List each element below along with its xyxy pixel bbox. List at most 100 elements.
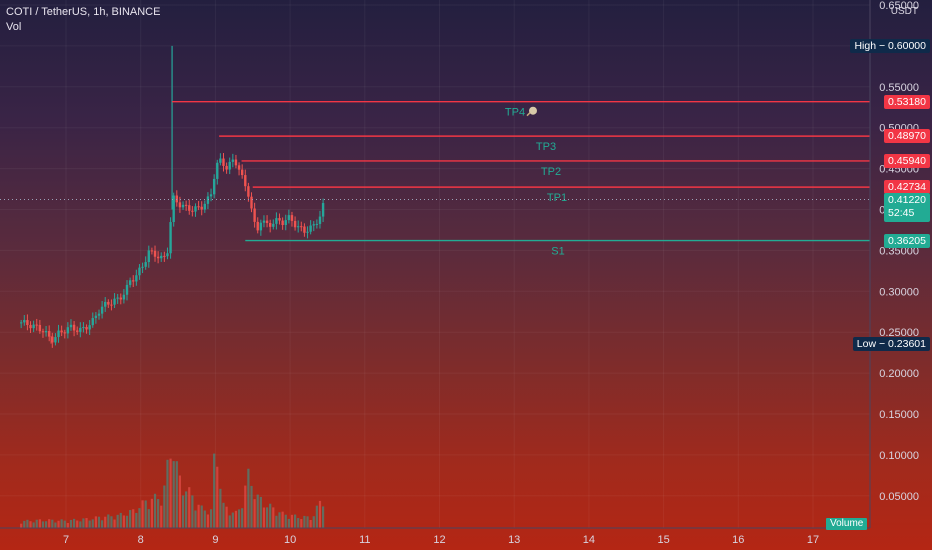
candle-body: [32, 324, 35, 329]
volume-bar: [321, 506, 325, 528]
candle-body: [107, 301, 110, 305]
volume-bar: [250, 485, 253, 528]
candle-body: [51, 336, 54, 343]
high-label: High: [854, 39, 877, 52]
x-tick-label: 7: [63, 534, 69, 546]
x-tick-label: 17: [807, 534, 819, 546]
volume-bar: [265, 507, 269, 528]
volume-bar: [147, 509, 150, 528]
volume-bar: [79, 521, 82, 528]
volume-bar: [166, 459, 169, 528]
candle-body: [240, 169, 244, 176]
candle-body: [228, 161, 231, 170]
candle-body: [153, 250, 157, 257]
volume-bar: [72, 518, 76, 528]
volume-bar: [206, 514, 210, 528]
y-tick-label: 0.65000: [879, 0, 919, 12]
candle-body: [119, 297, 122, 300]
volume-bar: [150, 498, 154, 528]
volume-bar: [231, 512, 234, 528]
candle-body: [209, 194, 213, 197]
candle-body: [172, 195, 175, 223]
candle-body: [256, 221, 259, 231]
volume-axis-tag: Volume: [826, 518, 868, 530]
candle-body: [113, 298, 116, 305]
candle-body: [225, 165, 228, 170]
candle-body: [197, 206, 200, 208]
candle-body: [79, 327, 82, 332]
candle-body: [178, 202, 182, 208]
candle-body: [169, 222, 172, 254]
bar-countdown: 52:45: [888, 206, 915, 219]
candle-body: [262, 220, 266, 223]
candle-body: [163, 255, 166, 257]
volume-bar: [318, 500, 322, 528]
volume-bar: [256, 494, 259, 528]
candle-body: [318, 216, 322, 224]
candle-body: [104, 301, 107, 307]
volume-bar: [44, 521, 48, 528]
volume-bar: [63, 520, 66, 528]
price-level-lines[interactable]: TP4 TP3 TP2 TP1 S1: [172, 100, 870, 258]
volume-bar: [197, 504, 200, 528]
candle-body: [253, 208, 256, 222]
low-price-tag: Low − 0.23601: [852, 336, 930, 351]
volume-bar: [26, 519, 29, 528]
volume-bar: [125, 515, 129, 528]
candle-body: [91, 318, 94, 326]
volume-bar: [29, 521, 32, 528]
volume-bar: [253, 499, 256, 528]
last-price-value: 0.41220: [888, 193, 926, 206]
candle-body: [194, 206, 197, 212]
candle-body: [268, 222, 272, 227]
volume-bar: [163, 485, 166, 528]
candle-body: [203, 203, 207, 210]
x-tick-label: 11: [359, 534, 370, 546]
candle-body: [141, 266, 144, 268]
candle-body: [306, 231, 309, 233]
volume-bar: [38, 519, 41, 528]
volume-bar: [116, 514, 119, 528]
candle-body: [132, 280, 135, 282]
candle-body: [38, 324, 42, 332]
volume-bar: [287, 518, 290, 528]
volume-bar: [284, 514, 287, 528]
high-value: 0.60000: [888, 39, 926, 52]
volume-bar: [222, 502, 225, 528]
candle-body: [303, 226, 306, 233]
volume-bar: [203, 510, 206, 528]
candle-body: [100, 306, 104, 314]
volume-bar: [104, 516, 107, 528]
volume-bar: [269, 503, 272, 528]
candle-body: [57, 330, 60, 338]
s1-price-tag: 0.36205: [884, 233, 930, 248]
candle-body: [41, 331, 45, 333]
volume-bar: [91, 519, 94, 528]
volume-bar: [160, 505, 163, 528]
low-label: Low: [856, 337, 877, 350]
volume-bar: [228, 515, 231, 528]
candle-body: [188, 205, 191, 211]
volume-bar: [272, 507, 275, 528]
tp3-price-tag: 0.48970: [884, 129, 930, 144]
candle-body: [278, 218, 281, 221]
volume-bar: [275, 515, 278, 528]
volume-bar: [213, 453, 216, 528]
y-tick-label: 0.25000: [879, 327, 919, 339]
candle-body: [259, 222, 263, 231]
candle-body: [69, 324, 73, 328]
volume-bar: [169, 458, 172, 528]
volume-bar: [178, 475, 182, 528]
symbol-title: COTI / TetherUS, 1h, BINANCE: [6, 6, 161, 18]
volume-bar: [66, 523, 69, 528]
candle-body: [88, 325, 91, 330]
volume-bar: [237, 509, 241, 528]
y-tick-label: 0.30000: [879, 286, 919, 298]
volume-bar: [54, 522, 57, 528]
volume-bar: [216, 466, 219, 528]
volume-bar: [172, 461, 175, 528]
candle-body: [23, 320, 26, 323]
candle-body: [216, 162, 219, 179]
candle-body: [312, 224, 315, 226]
